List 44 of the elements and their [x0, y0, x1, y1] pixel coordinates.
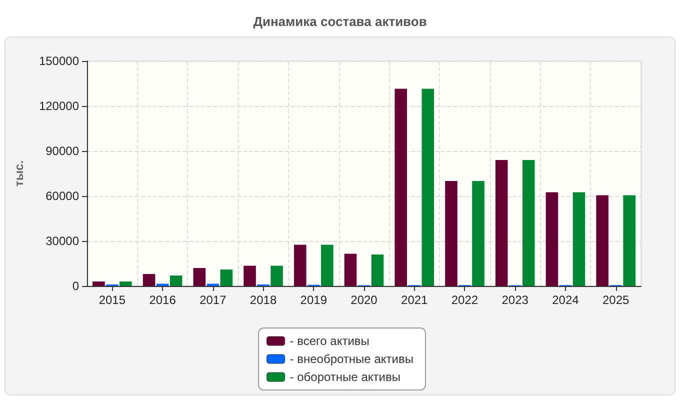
bar: [142, 274, 156, 286]
bar: [170, 276, 182, 286]
bar: [220, 270, 233, 286]
bar: [422, 88, 434, 286]
x-tick-label: 2016: [149, 293, 176, 307]
legend-label: - внеобротные активы: [290, 352, 414, 366]
bar: [495, 160, 508, 286]
bar: [546, 192, 558, 286]
legend-label: - всего активы: [290, 334, 370, 348]
x-tick-label: 2015: [98, 293, 126, 307]
y-tick-label: 60000: [46, 189, 80, 203]
y-tick-label: 30000: [46, 234, 80, 248]
bar: [596, 195, 608, 286]
bar: [244, 266, 256, 286]
y-axis-title: тыс.: [12, 160, 26, 187]
bar: [394, 88, 407, 286]
bar: [472, 181, 484, 286]
bar: [321, 244, 334, 286]
bar: [572, 192, 586, 286]
y-tick-label: 150000: [38, 54, 80, 68]
legend-label: - оборотные активы: [290, 370, 400, 384]
x-tick-label: 2024: [552, 293, 580, 307]
bar: [522, 160, 535, 286]
x-tick-label: 2019: [300, 293, 328, 307]
x-tick-label: 2023: [502, 293, 529, 307]
x-tick-label: 2025: [602, 293, 630, 307]
bar: [294, 244, 306, 286]
x-tick-label: 2022: [451, 293, 478, 307]
bar: [270, 266, 283, 286]
bar: [623, 195, 636, 286]
bar: [445, 181, 458, 286]
bar: [344, 254, 357, 286]
x-tick-label: 2021: [401, 293, 428, 307]
bar: [193, 268, 206, 286]
bar: [92, 282, 105, 286]
chart-title: Динамика состава активов: [253, 14, 427, 29]
x-tick-label: 2018: [250, 293, 277, 307]
y-tick-label: 90000: [46, 144, 80, 158]
bar: [371, 254, 384, 286]
y-tick-label: 0: [72, 279, 80, 293]
bar: [120, 282, 132, 286]
x-tick-label: 2020: [350, 293, 378, 307]
x-tick-label: 2017: [200, 293, 227, 307]
y-tick-label: 120000: [38, 99, 80, 113]
